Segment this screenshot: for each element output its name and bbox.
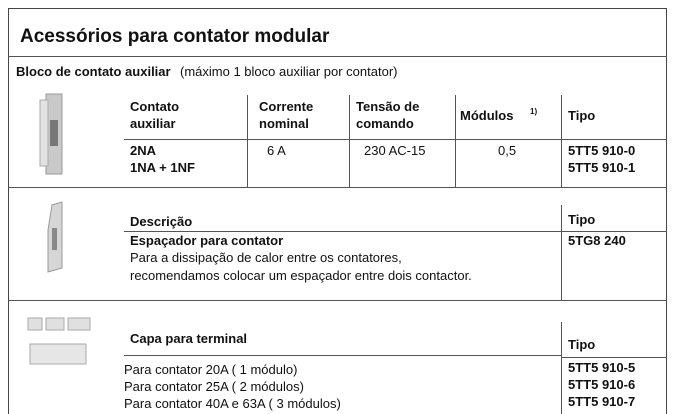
cell: 230 AC-15 bbox=[364, 143, 425, 158]
cell: 5TT5 910-7 bbox=[568, 394, 635, 409]
column-header: Módulos bbox=[460, 108, 513, 123]
cell: Espaçador para contator bbox=[130, 233, 283, 248]
cell: 5TT5 910-1 bbox=[568, 160, 635, 175]
column-header: Tipo bbox=[568, 212, 595, 227]
cell: 1NA + 1NF bbox=[130, 160, 195, 175]
section-heading: Bloco de contato auxiliar bbox=[16, 64, 171, 79]
title: Acessórios para contator modular bbox=[20, 26, 330, 47]
column-header: Corrente bbox=[259, 99, 313, 114]
cell: Para contator 40A e 63A ( 3 módulos) bbox=[124, 396, 341, 411]
product-image bbox=[47, 201, 63, 273]
cell: 5TT5 910-0 bbox=[568, 143, 635, 158]
product-image bbox=[39, 93, 63, 175]
cell: 5TG8 240 bbox=[568, 233, 626, 248]
column-header: Capa para terminal bbox=[130, 331, 247, 346]
cell: Para a dissipação de calor entre os cont… bbox=[130, 250, 402, 265]
column-header: comando bbox=[356, 116, 414, 131]
product-image bbox=[27, 317, 91, 365]
cell: Para contator 20A ( 1 módulo) bbox=[124, 362, 297, 377]
column-header: Tipo bbox=[568, 337, 595, 352]
cell: recomendamos colocar um espaçador entre … bbox=[130, 268, 472, 283]
column-header: Tensão de bbox=[356, 99, 419, 114]
footnote-mark: 1) bbox=[530, 107, 537, 116]
column-header: Descrição bbox=[130, 214, 192, 229]
frame bbox=[8, 8, 667, 414]
column-header: Tipo bbox=[568, 108, 595, 123]
column-header: auxiliar bbox=[130, 116, 176, 131]
cell: 0,5 bbox=[498, 143, 516, 158]
cell: 6 A bbox=[267, 143, 286, 158]
cell: 2NA bbox=[130, 143, 157, 158]
cell: 5TT5 910-6 bbox=[568, 377, 635, 392]
column-header: Contato bbox=[130, 99, 179, 114]
column-header: nominal bbox=[259, 116, 309, 131]
cell: Para contator 25A ( 2 módulos) bbox=[124, 379, 304, 394]
cell: 5TT5 910-5 bbox=[568, 360, 635, 375]
section-note: (máximo 1 bloco auxiliar por contator) bbox=[180, 64, 397, 79]
